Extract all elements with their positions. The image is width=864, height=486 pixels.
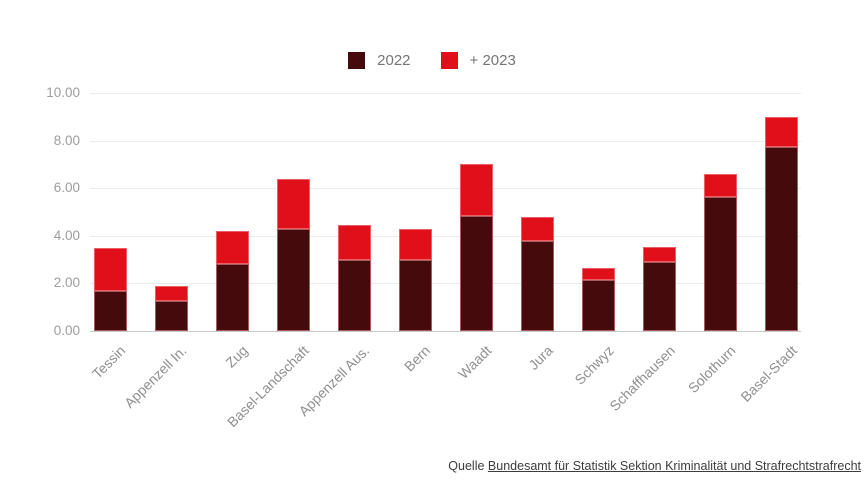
x-axis-baseline [90,331,801,332]
gridline [90,188,801,190]
bar-plus-2023-schaffhausen [642,246,676,262]
bar-plus-2023-waadt [459,164,493,216]
x-axis-label-zug: Zug [222,342,251,371]
bar-2022-schaffhausen [642,261,676,331]
legend-label-2023: + 2023 [469,52,516,69]
x-axis-label-schaffhausen: Schaffhausen [605,342,678,414]
gridline [90,235,801,237]
chart-legend: 2022 + 2023 [0,52,864,69]
bar-2022-solothurn [703,196,737,331]
bar-plus-2023-appenzell-in [154,285,188,302]
gridline [90,140,801,142]
bar-plus-2023-schwyz [581,267,615,280]
bar-plus-2023-basel-landschaft [276,178,310,229]
legend-item-2022: 2022 [348,52,411,69]
x-axis-label-appenzell-in: Appenzell In. [121,342,190,411]
bar-2022-appenzell-in [154,301,188,331]
legend-swatch-2022-icon [348,52,366,69]
bar-2022-tessin [93,290,127,331]
legend-item-2023: + 2023 [440,52,516,69]
y-axis-tick-label: 10.00 [46,85,80,100]
bar-plus-2023-appenzell-aus [337,225,371,260]
y-axis-tick-label: 8.00 [53,132,80,148]
y-axis-tick-label: 6.00 [53,180,80,196]
source-note: Quelle Bundesamt für Statistik Sektion K… [448,459,861,473]
bar-2022-schwyz [581,279,615,331]
bar-2022-zug [215,264,249,331]
gridline [90,283,801,285]
bar-2022-appenzell-aus [337,259,371,331]
x-axis-label-basel-stadt: Basel-Stadt [737,342,800,405]
bar-plus-2023-basel-stadt [764,116,798,147]
bar-2022-bern [398,259,432,331]
x-axis-label-tessin: Tessin [89,342,129,382]
bar-plus-2023-tessin [93,247,127,291]
y-axis-tick-label: 0.00 [53,323,80,338]
legend-label-2022: 2022 [377,52,411,69]
bar-plus-2023-bern [398,228,432,260]
bar-2022-basel-landschaft [276,228,310,331]
bar-2022-waadt [459,215,493,331]
bar-2022-basel-stadt [764,146,798,331]
legend-swatch-2023-icon [440,52,458,69]
x-axis-label-bern: Bern [401,342,434,375]
source-link[interactable]: Bundesamt für Statistik Sektion Kriminal… [487,459,861,473]
bar-plus-2023-solothurn [703,173,737,197]
x-axis-label-solothurn: Solothurn [684,342,739,396]
x-axis-label-schwyz: Schwyz [571,342,617,388]
source-prefix: Quelle [448,459,485,473]
gridline [90,93,801,94]
bar-2022-jura [520,240,554,331]
bar-plus-2023-jura [520,216,554,241]
y-axis-tick-label: 4.00 [53,227,80,243]
x-axis-label-waadt: Waadt [455,342,495,382]
x-axis-label-jura: Jura [525,342,556,373]
bar-plus-2023-zug [215,231,249,265]
y-axis-tick-label: 2.00 [53,275,80,291]
